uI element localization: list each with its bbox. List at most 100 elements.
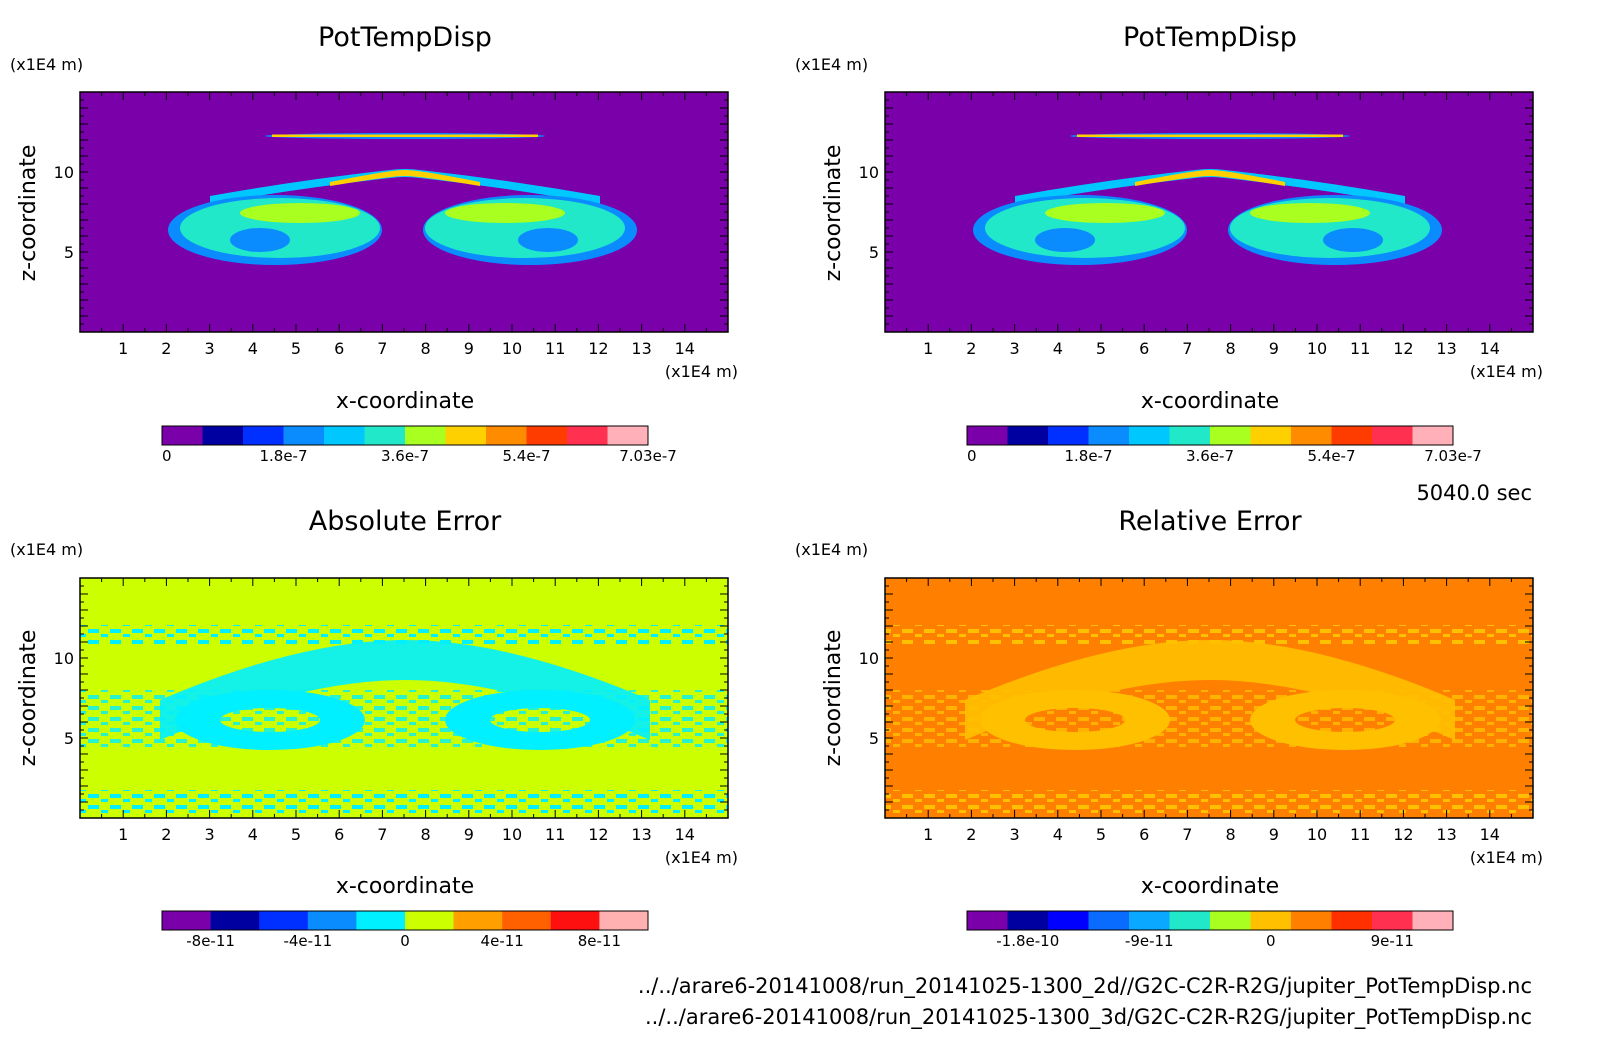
x-tick-label: 11 [545, 825, 565, 844]
colorbar-swatch [1210, 426, 1251, 445]
colorbar-swatch [202, 426, 244, 445]
x-axis-label: x-coordinate [336, 389, 474, 414]
x-tick-label: 11 [1350, 339, 1370, 358]
x-unit-label: (x1E4 m) [1470, 362, 1543, 381]
x-axis-label: x-coordinate [1141, 389, 1279, 414]
colorbar-label: 0 [162, 447, 172, 465]
colorbar-swatch [486, 426, 527, 445]
x-tick-label: 13 [631, 339, 651, 358]
y-axis-label: z-coordinate [821, 630, 846, 767]
x-tick-label: 5 [1096, 825, 1106, 844]
colorbar-label: 3.6e-7 [1186, 447, 1234, 465]
time-label: 5040.0 sec [1416, 481, 1532, 505]
x-tick-label: 14 [1480, 339, 1500, 358]
colorbar-swatch [599, 911, 649, 930]
colorbar-label: 0 [1266, 932, 1276, 950]
x-tick-label: 8 [1226, 825, 1236, 844]
colorbar-label: 7.03e-7 [1424, 447, 1482, 465]
colorbar-label: 4e-11 [481, 932, 524, 950]
footer-path-3d: ../../arare6-20141008/run_20141025-1300_… [645, 1005, 1532, 1030]
panel-top-left: PotTempDisp (x1E4 m) z-coordinate [10, 22, 738, 465]
x-tick-labels: 1 2 3 4 5 6 7 8 9 10 11 12 13 14 [923, 339, 1500, 358]
x-tick-label: 11 [545, 339, 565, 358]
panel-title: Relative Error [1118, 506, 1302, 537]
colorbar-swatch [1129, 911, 1170, 930]
colorbar-swatch [1250, 911, 1292, 930]
x-tick-label: 14 [1480, 825, 1500, 844]
x-tick-label: 8 [1226, 339, 1236, 358]
colorbar-frame [161, 425, 649, 446]
plot-area [79, 577, 729, 819]
x-tick-label: 9 [1269, 825, 1279, 844]
x-unit-label: (x1E4 m) [1470, 848, 1543, 867]
colorbar-label: -4e-11 [283, 932, 332, 950]
plot-area [884, 91, 1534, 333]
colorbar-swatch [1291, 426, 1332, 445]
x-tick-label: 4 [248, 339, 258, 358]
y-unit-label: (x1E4 m) [795, 540, 868, 559]
x-tick-marks [885, 92, 1533, 332]
x-tick-label: 10 [1307, 825, 1327, 844]
colorbar-label: 5.4e-7 [502, 447, 550, 465]
colorbar-label: 8e-11 [578, 932, 621, 950]
colorbar-swatch [243, 426, 284, 445]
x-tick-label: 3 [205, 339, 215, 358]
x-tick-label: 13 [1436, 825, 1456, 844]
x-tick-marks [80, 578, 728, 818]
y-unit-label: (x1E4 m) [795, 55, 868, 74]
x-tick-label: 3 [1010, 825, 1020, 844]
x-tick-label: 1 [118, 339, 128, 358]
y-tick-label: 10 [859, 649, 879, 668]
colorbar-frame [161, 910, 649, 931]
x-tick-label: 11 [1350, 825, 1370, 844]
y-tick-labels: 5 10 [54, 649, 74, 748]
y-unit-label: (x1E4 m) [10, 540, 83, 559]
plot-area [884, 577, 1534, 819]
colorbar-label: -9e-11 [1125, 932, 1174, 950]
x-tick-label: 10 [1307, 339, 1327, 358]
colorbar-swatch [162, 911, 212, 930]
y-tick-label: 10 [54, 649, 74, 668]
x-tick-label: 4 [1053, 825, 1063, 844]
y-unit-label: (x1E4 m) [10, 55, 83, 74]
x-tick-label: 9 [464, 825, 474, 844]
x-tick-label: 2 [161, 825, 171, 844]
y-tick-label: 5 [64, 243, 74, 262]
colorbar-swatch [1291, 911, 1332, 930]
plume-field [973, 133, 1442, 265]
colorbar-swatch [1007, 911, 1049, 930]
x-tick-label: 3 [1010, 339, 1020, 358]
colorbar-label: 9e-11 [1371, 932, 1414, 950]
x-tick-label: 6 [334, 339, 344, 358]
x-tick-label: 8 [421, 825, 431, 844]
colorbar-swatch [162, 426, 203, 445]
plot-area [79, 91, 729, 333]
colorbar-label: -1.8e-10 [996, 932, 1059, 950]
x-tick-label: 1 [923, 339, 933, 358]
panel-title: PotTempDisp [318, 22, 492, 53]
colorbar-label: 1.8e-7 [259, 447, 307, 465]
colorbar-swatch [1210, 911, 1251, 930]
x-tick-label: 14 [675, 339, 695, 358]
x-tick-label: 4 [1053, 339, 1063, 358]
colorbar-swatch [1169, 426, 1211, 445]
colorbar-swatch [364, 426, 406, 445]
colorbar-swatch [1372, 426, 1413, 445]
colorbar-label: 7.03e-7 [619, 447, 677, 465]
y-tick-labels: 5 10 [859, 163, 879, 262]
x-unit-label: (x1E4 m) [665, 362, 738, 381]
x-tick-labels: 1 2 3 4 5 6 7 8 9 10 11 12 13 14 [118, 339, 695, 358]
colorbar-swatch [526, 426, 568, 445]
x-tick-label: 8 [421, 339, 431, 358]
colorbar-swatch [405, 911, 455, 930]
plume-field [168, 133, 637, 265]
x-tick-label: 12 [1393, 825, 1413, 844]
colorbar-swatch [307, 911, 357, 930]
colorbar-swatch [210, 911, 260, 930]
y-tick-label: 10 [859, 163, 879, 182]
x-tick-label: 9 [1269, 339, 1279, 358]
colorbar-swatch [1331, 911, 1373, 930]
